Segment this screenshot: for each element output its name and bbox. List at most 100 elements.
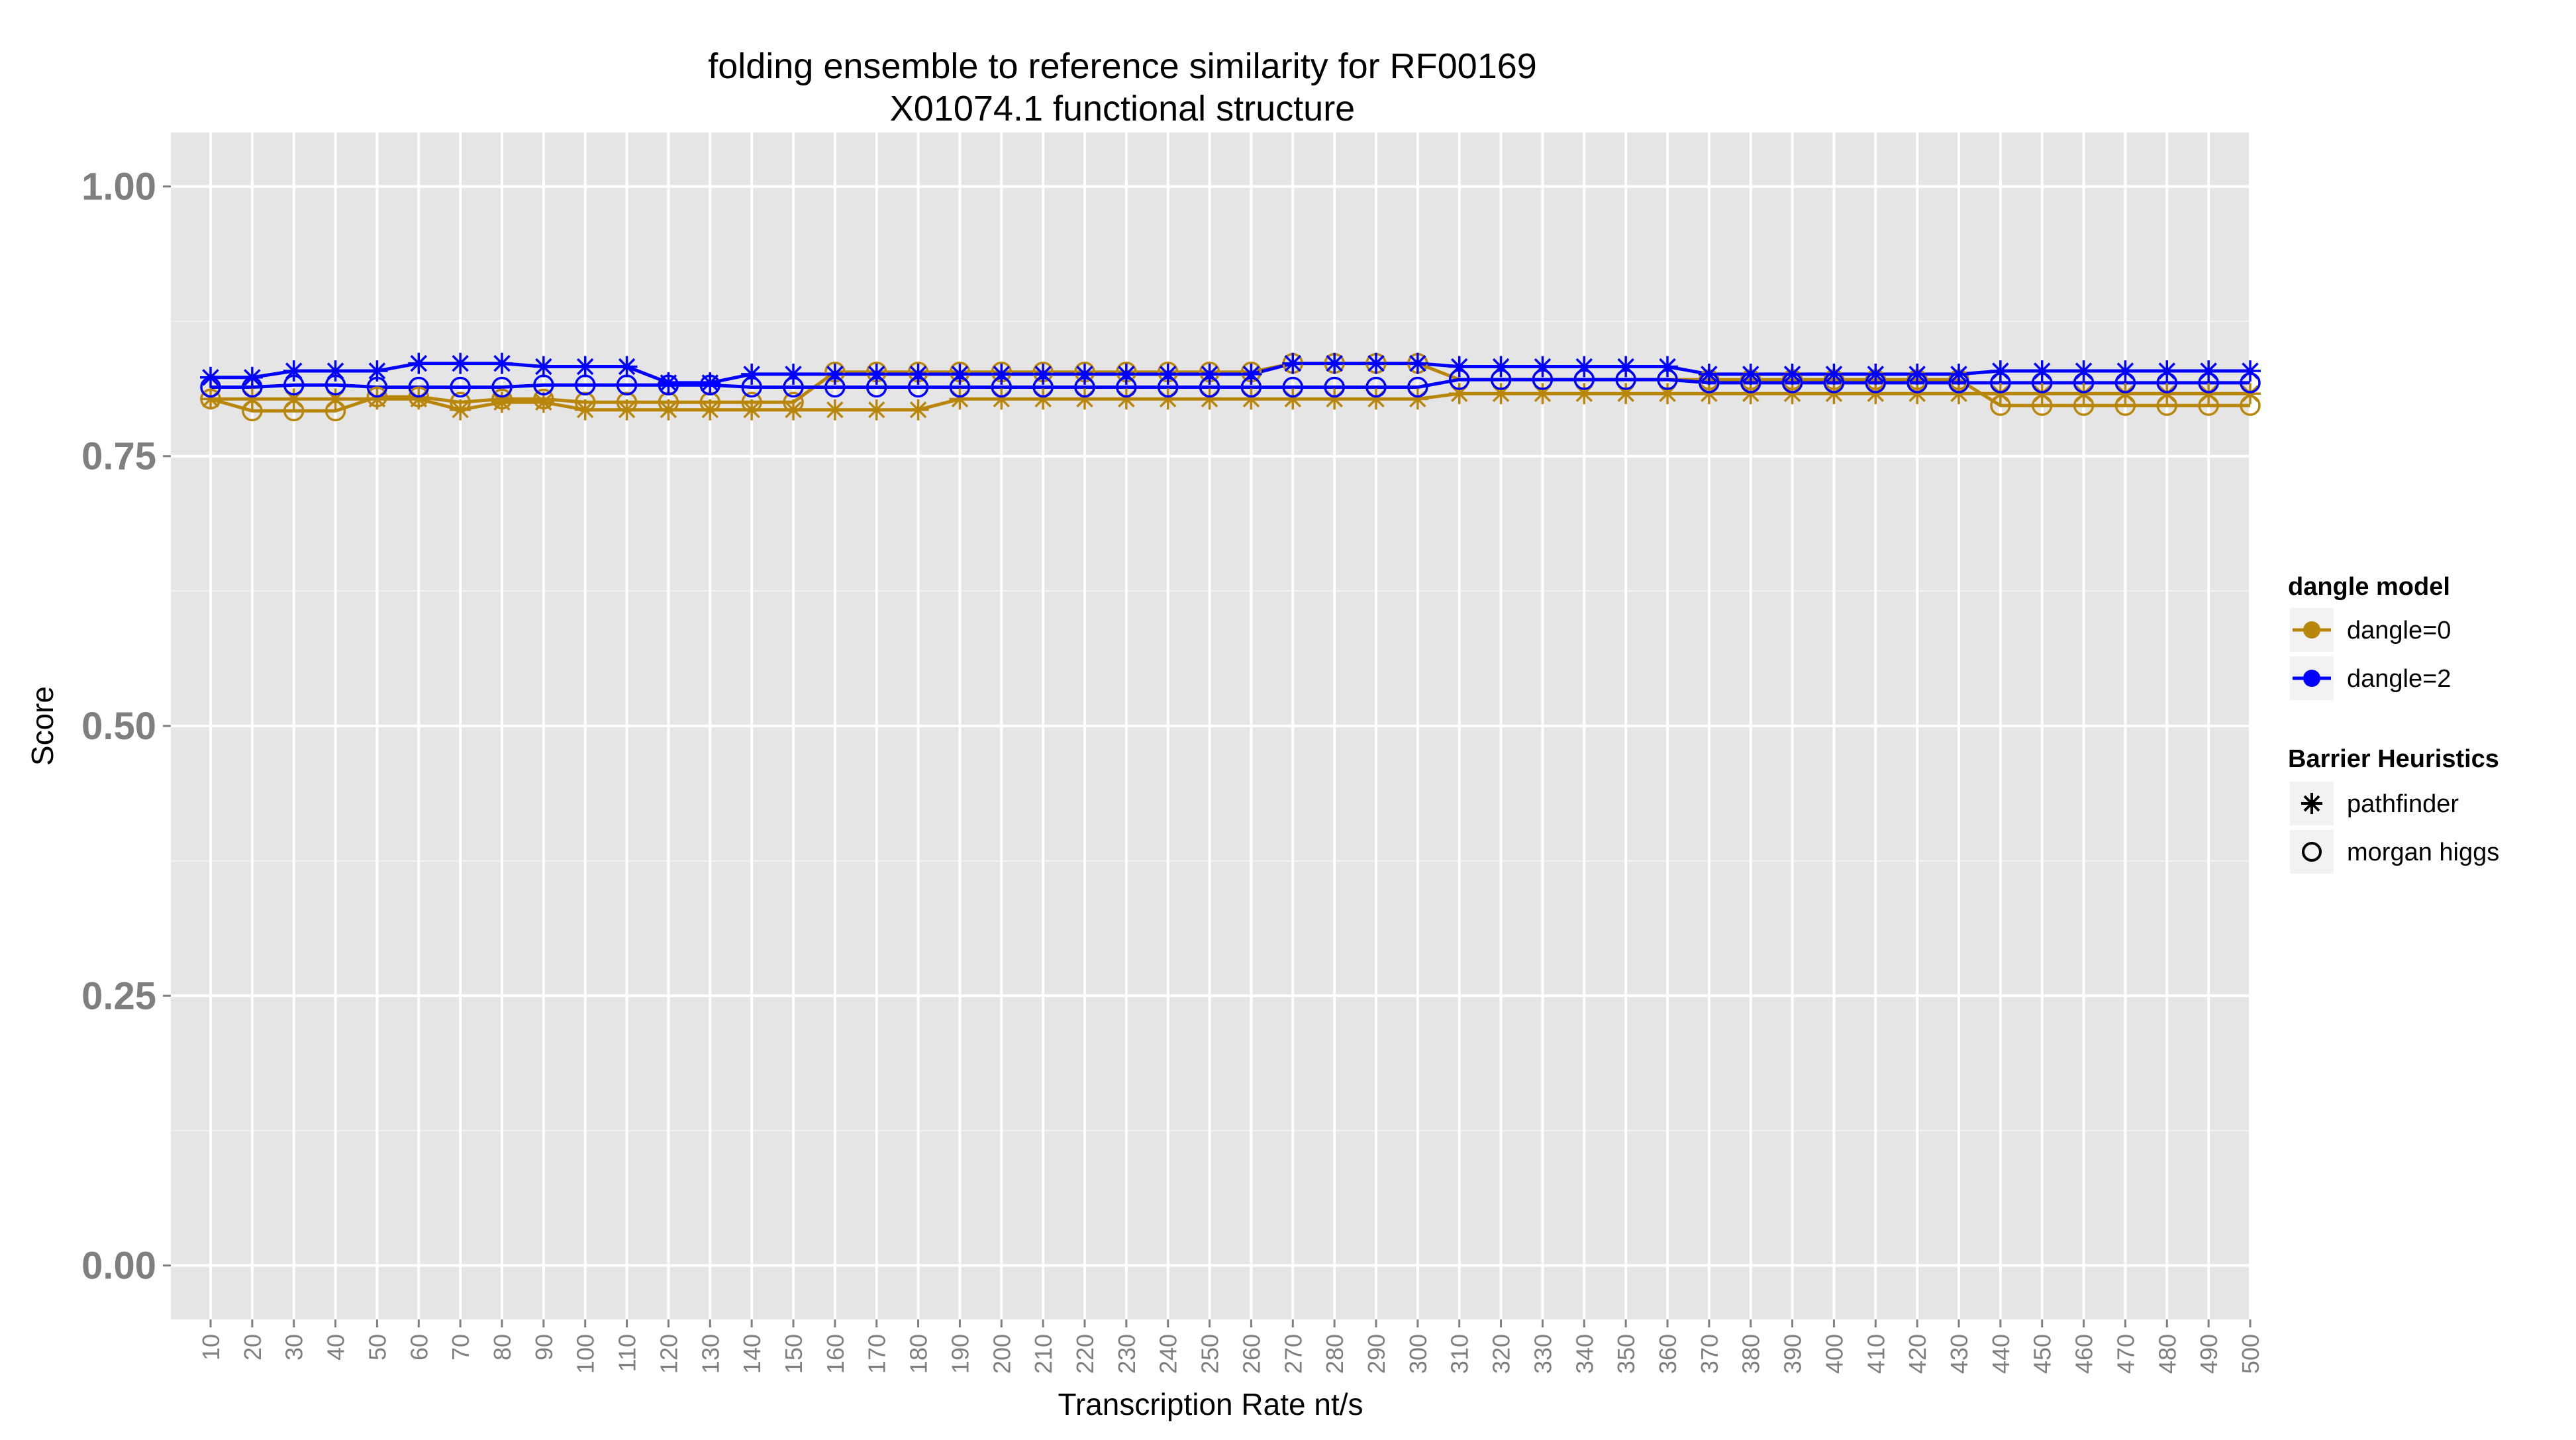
x-tick-label: 210	[1030, 1334, 1057, 1374]
data-point-circle	[450, 391, 471, 413]
data-point-asterisk	[450, 352, 471, 374]
data-point-circle	[491, 388, 513, 410]
data-point-circle	[283, 374, 305, 395]
legend-asterisk-icon	[2301, 793, 2322, 814]
data-point-circle	[2198, 372, 2219, 393]
x-tick-label: 220	[1071, 1334, 1099, 1374]
data-point-circle	[949, 376, 971, 398]
data-point-circle	[1699, 372, 1720, 393]
data-point-circle	[2073, 395, 2095, 416]
x-tick-label: 290	[1363, 1334, 1390, 1374]
data-point-circle	[1074, 376, 1095, 398]
data-point-asterisk	[616, 356, 638, 378]
x-tick-label: 130	[697, 1334, 724, 1374]
data-point-circle	[2156, 372, 2178, 393]
data-point-asterisk	[1282, 352, 1304, 374]
data-point-circle	[2240, 395, 2261, 416]
legend-item-dangle-0: dangle=0	[2290, 608, 2451, 652]
legend-label-pathfinder: pathfinder	[2347, 790, 2459, 818]
data-point-circle	[450, 376, 471, 398]
data-point-circle	[1532, 369, 1554, 390]
chart-title: folding ensemble to reference similarity…	[708, 46, 1537, 86]
data-point-circle	[324, 374, 346, 395]
data-point-circle	[1823, 372, 1845, 393]
x-tick-label: 160	[822, 1334, 849, 1374]
data-point-circle	[1948, 372, 1969, 393]
legend-color-title: dangle model	[2288, 573, 2450, 601]
legend-label-dangle-0: dangle=0	[2347, 617, 2451, 644]
data-point-circle	[2031, 395, 2053, 416]
data-point-asterisk	[907, 399, 929, 421]
data-point-circle	[574, 374, 596, 395]
data-point-circle	[1865, 372, 1887, 393]
data-point-circle	[824, 376, 846, 398]
data-point-circle	[366, 376, 388, 398]
x-tick-label: 10	[197, 1334, 224, 1361]
y-axis-title: Score	[25, 686, 60, 766]
x-tick-label: 240	[1155, 1334, 1182, 1374]
data-point-circle	[2114, 372, 2136, 393]
y-tick-label: 0.25	[81, 974, 156, 1017]
x-tick-label: 360	[1654, 1334, 1681, 1374]
data-point-circle	[991, 376, 1013, 398]
series-points	[200, 352, 2261, 422]
data-point-circle	[1240, 376, 1262, 398]
data-point-circle	[1907, 372, 1928, 393]
data-point-asterisk	[491, 352, 513, 374]
x-tick-label: 250	[1197, 1334, 1224, 1374]
data-point-circle	[1615, 369, 1636, 390]
data-point-circle	[907, 376, 929, 398]
x-tick-label: 380	[1738, 1334, 1765, 1374]
data-point-circle	[2198, 395, 2219, 416]
data-point-circle	[366, 386, 388, 407]
data-point-circle	[2031, 372, 2053, 393]
data-point-asterisk	[574, 356, 596, 378]
legend: dangle model dangle=0 dangle=2 Barrier H…	[2288, 573, 2499, 874]
data-point-circle	[616, 374, 638, 395]
data-point-circle	[408, 376, 430, 398]
data-point-circle	[783, 391, 804, 413]
legend-dot-dangle-0	[2303, 621, 2320, 639]
chart-subtitle: X01074.1 functional structure	[890, 89, 1355, 129]
data-point-circle	[616, 391, 638, 413]
data-point-circle	[2114, 395, 2136, 416]
x-tick-label: 120	[655, 1334, 682, 1374]
data-point-circle	[1032, 376, 1054, 398]
x-tick-label: 110	[614, 1334, 641, 1372]
y-axis: 0.00 0.25 0.50 0.75 1.00	[81, 165, 171, 1288]
grid-lines	[171, 132, 2252, 1319]
legend-shape-title: Barrier Heuristics	[2288, 745, 2499, 773]
data-point-circle	[1781, 372, 1803, 393]
x-tick-label: 480	[2154, 1334, 2181, 1374]
x-tick-label: 460	[2071, 1334, 2098, 1374]
x-tick-label: 60	[405, 1334, 432, 1361]
data-point-circle	[324, 400, 346, 422]
x-tick-label: 400	[1820, 1334, 1848, 1374]
y-tick-label: 0.75	[81, 435, 156, 478]
data-point-asterisk	[866, 399, 887, 421]
x-tick-label: 330	[1529, 1334, 1556, 1374]
x-tick-label: 280	[1321, 1334, 1348, 1374]
x-tick-label: 500	[2237, 1334, 2264, 1374]
data-point-circle	[741, 391, 762, 413]
data-point-circle	[1365, 376, 1387, 398]
data-point-circle	[866, 376, 887, 398]
data-point-circle	[1657, 369, 1678, 390]
x-tick-label: 230	[1113, 1334, 1140, 1374]
data-point-asterisk	[1365, 352, 1387, 374]
data-point-circle	[1990, 395, 2011, 416]
data-point-circle	[1990, 372, 2011, 393]
x-tick-label: 40	[322, 1334, 350, 1361]
data-point-circle	[408, 386, 430, 407]
x-tick-label: 310	[1446, 1334, 1473, 1374]
data-point-asterisk	[450, 399, 471, 421]
data-point-circle	[283, 400, 305, 422]
x-tick-label: 320	[1488, 1334, 1515, 1374]
x-tick-label: 450	[2029, 1334, 2056, 1374]
data-point-circle	[1448, 369, 1470, 390]
x-tick-label: 50	[364, 1334, 391, 1361]
x-tick-label: 100	[572, 1334, 599, 1374]
legend-key-morgan-higgs	[2290, 830, 2334, 874]
data-point-circle	[2156, 395, 2178, 416]
